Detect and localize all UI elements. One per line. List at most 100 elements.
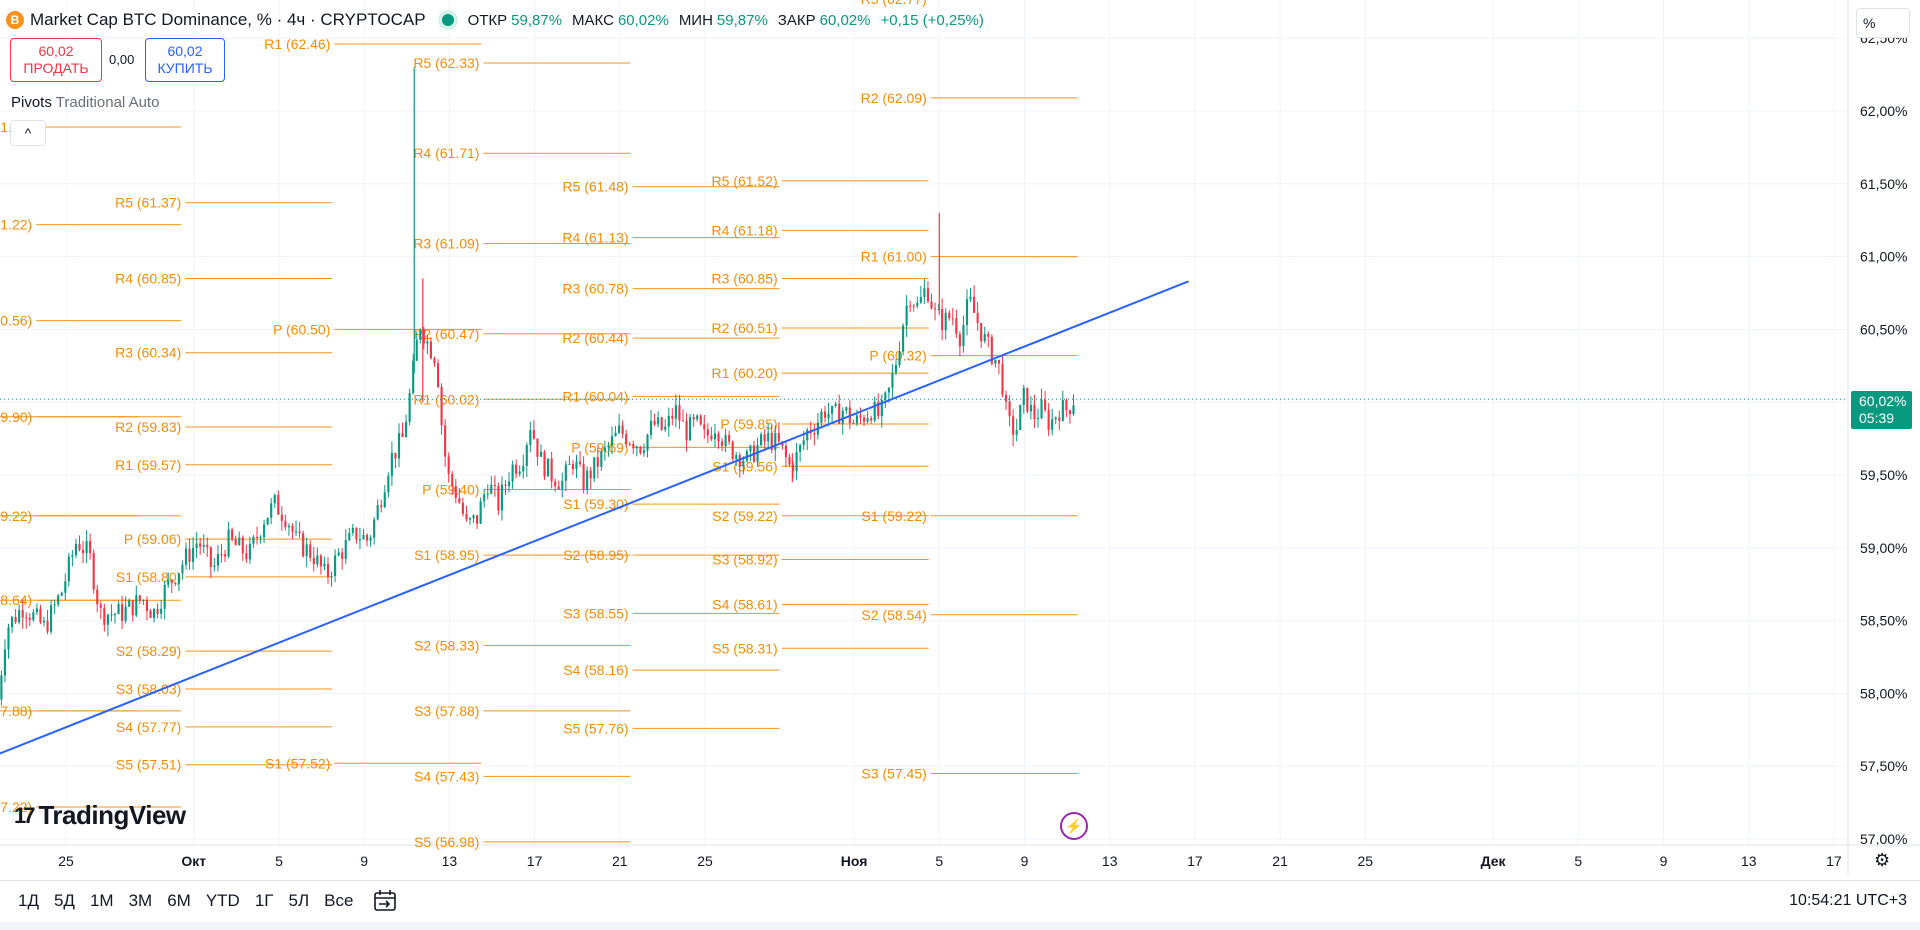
candle-body (898, 351, 901, 366)
collapse-legend-button[interactable]: ^ (10, 120, 46, 146)
candle-body (689, 417, 692, 441)
range-tab[interactable]: Все (324, 891, 354, 910)
candle-body (894, 365, 898, 373)
clock-timezone[interactable]: 10:54:21 UTC+3 (1789, 892, 1907, 909)
candle-body (965, 299, 969, 326)
symbol-title[interactable]: Market Cap BTC Dominance, % · 4ч · CRYPT… (30, 10, 426, 29)
candle-body (713, 433, 717, 440)
candle-body (1019, 404, 1022, 430)
range-tab[interactable]: 5Д (53, 891, 75, 910)
candle-body (131, 600, 134, 616)
candle-body (539, 451, 543, 457)
candle-body (575, 461, 578, 470)
pivot-level-label: R3 (60.85) (712, 270, 778, 286)
calendar-goto-icon[interactable] (372, 889, 398, 913)
candle-body (784, 445, 788, 458)
pivot-level-label: S2 (57.22) (0, 799, 32, 815)
candle-body (106, 614, 109, 625)
candle-body (0, 675, 3, 700)
candle-body (138, 595, 141, 601)
range-tab[interactable]: 3М (128, 891, 153, 910)
ohlc-value: 60,02% (819, 11, 871, 29)
range-tab[interactable]: YTD (205, 891, 240, 910)
footer-strip (0, 922, 1920, 930)
pivot-level-label: S5 (58.31) (712, 640, 777, 656)
range-tab[interactable]: 1Д (18, 891, 39, 910)
ohlc-values: ОТКР 59,87% МАКС 60,02% МИН 59,87% ЗАКР 60,02% +… (468, 12, 990, 29)
buy-button[interactable]: 60,02 КУПИТЬ (145, 38, 225, 82)
tradingview-logo[interactable]: 17 TradingView (14, 800, 186, 831)
candle-body (28, 617, 31, 620)
scale-mode-button[interactable]: % (1856, 8, 1910, 38)
candle-body (21, 610, 24, 618)
pivot-level-label: R2 (59.83) (115, 419, 181, 435)
pivot-level-label: R1 (60.04) (562, 388, 628, 404)
candle-body (841, 410, 844, 424)
range-tab[interactable]: 6М (167, 891, 191, 910)
candle-body (767, 432, 770, 442)
candle-body (845, 407, 848, 411)
candle-body (238, 537, 241, 546)
price-axis-label: 57,50% (1860, 758, 1907, 774)
range-tab[interactable]: 5Л (288, 891, 310, 910)
candle-body (951, 318, 954, 320)
indicator-legend[interactable]: Pivots Traditional Auto (11, 94, 159, 111)
candle-body (657, 417, 660, 425)
price-axis-label: 61,00% (1860, 249, 1907, 265)
time-axis-label: 5 (1574, 853, 1582, 869)
candle-body (941, 309, 944, 331)
last-price-tag: 60,02% 05:39 (1851, 391, 1912, 429)
candle-body (1054, 417, 1057, 420)
time-axis-label: 17 (1187, 853, 1203, 869)
time-axis-label: 17 (527, 853, 543, 869)
candle-body (89, 540, 92, 554)
range-tab[interactable]: 1М (89, 891, 114, 910)
range-tab[interactable]: 1Г (254, 891, 274, 910)
candle-body (500, 484, 504, 511)
candle-body (710, 435, 713, 440)
candle-body (788, 457, 791, 465)
candle-body (593, 457, 596, 479)
time-axis-label: 25 (1358, 853, 1374, 869)
candle-body (60, 592, 63, 596)
pivot-level-label: S3 (57.88) (414, 703, 479, 719)
candle-body (145, 600, 149, 611)
gear-icon[interactable]: ⚙ (1874, 850, 1891, 870)
candle-body (160, 608, 163, 614)
candle-body (1072, 405, 1075, 415)
candle-body (561, 480, 564, 490)
candle-body (163, 584, 166, 609)
candle-body (671, 415, 674, 419)
candle-body (649, 420, 653, 435)
candle-body (405, 421, 408, 437)
pivot-level-label: P (59.69) (571, 439, 628, 455)
trendline[interactable] (0, 280, 1189, 756)
pivot-level-label: S3 (57.45) (861, 765, 926, 781)
candle-body (266, 517, 269, 525)
candle-body (121, 604, 124, 621)
bolt-icon[interactable]: ⚡ (1060, 812, 1088, 840)
chart-canvas[interactable]: 57,00% 57,50% 58,00% 58,50% 59,00% 59,50% 60,0… (0, 0, 1920, 876)
buy-price: 60,02 (167, 43, 203, 59)
sell-button[interactable]: 60,02 ПРОДАТЬ (10, 38, 102, 82)
pivot-level-label: P (60.32) (869, 348, 926, 364)
candle-body (1061, 400, 1064, 421)
candle-body (312, 557, 315, 565)
candle-body (554, 481, 557, 487)
pivot-level-label: S3 (58.55) (563, 605, 628, 621)
candle-body (703, 424, 706, 430)
candle-body (887, 387, 890, 393)
candle-body (937, 309, 940, 311)
candle-body (57, 595, 60, 605)
candle-body (277, 494, 280, 515)
candle-body (1051, 419, 1054, 430)
candle-body (1001, 363, 1004, 395)
candle-body (902, 325, 905, 352)
candle-body (571, 463, 575, 470)
time-axis-label: Окт (181, 853, 206, 869)
candle-body (685, 420, 688, 441)
price-chart[interactable]: 57,00% 57,50% 58,00% 58,50% 59,00% 59,50% 60,0… (0, 0, 1920, 876)
candle-body (578, 461, 582, 465)
candle-body (341, 552, 344, 559)
candle-body (973, 296, 976, 313)
